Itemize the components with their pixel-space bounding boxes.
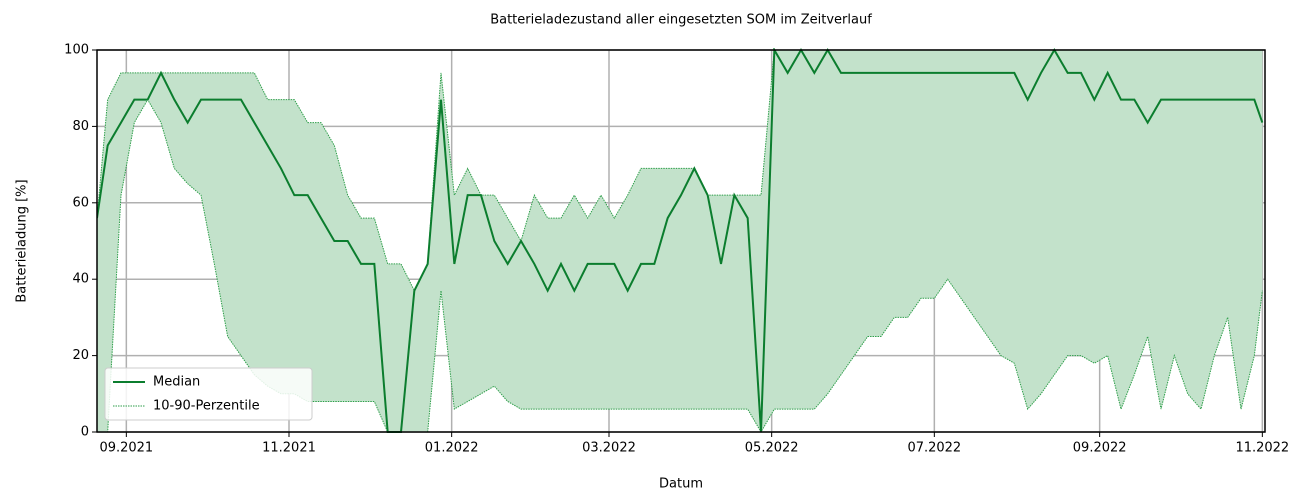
y-tick-label: 80 bbox=[72, 119, 89, 134]
y-tick-label: 100 bbox=[64, 43, 89, 58]
y-axis-label: Batterieladung [%] bbox=[15, 179, 30, 302]
x-tick-label: 09.2022 bbox=[1073, 441, 1127, 456]
y-tick-label: 0 bbox=[81, 425, 89, 440]
x-tick-label: 11.2021 bbox=[262, 441, 316, 456]
chart-title: Batterieladezustand aller eingesetzten S… bbox=[490, 13, 872, 28]
percentile-band bbox=[97, 50, 1263, 432]
legend-box bbox=[104, 367, 313, 421]
plot-frame bbox=[96, 49, 1266, 433]
x-tick-label: 03.2022 bbox=[582, 441, 636, 456]
legend-label: Median bbox=[153, 375, 200, 390]
x-tick-label: 09.2021 bbox=[99, 441, 153, 456]
x-tick-label: 01.2022 bbox=[425, 441, 479, 456]
y-tick-label: 40 bbox=[72, 272, 89, 287]
x-tick-label: 11.2022 bbox=[1235, 441, 1289, 456]
legend-label: 10-90-Perzentile bbox=[153, 399, 260, 414]
x-tick-label: 07.2022 bbox=[907, 441, 961, 456]
x-tick-label: 05.2022 bbox=[745, 441, 799, 456]
y-tick-label: 20 bbox=[72, 348, 89, 363]
median-line bbox=[97, 48, 1264, 433]
y-tick-label: 60 bbox=[72, 195, 89, 210]
x-axis-label: Datum bbox=[659, 477, 703, 492]
